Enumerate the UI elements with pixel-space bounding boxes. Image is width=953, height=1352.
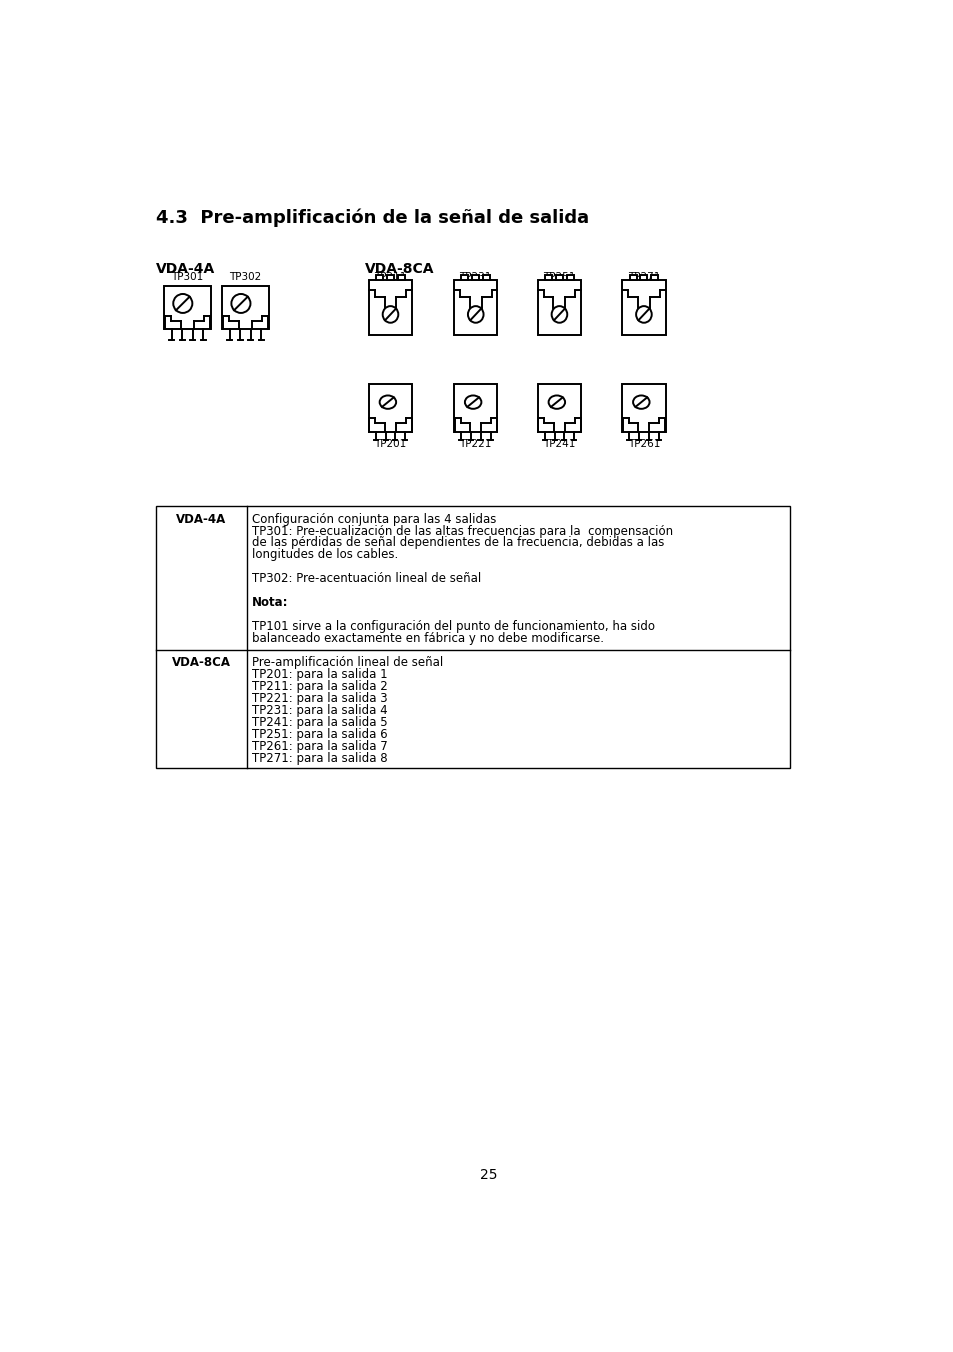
Text: TP261: para la salida 7: TP261: para la salida 7 [252, 740, 387, 753]
Text: TP241: para la salida 5: TP241: para la salida 5 [252, 715, 387, 729]
Text: TP302: TP302 [230, 272, 261, 281]
Text: TP101 sirve a la configuración del punto de funcionamiento, ha sido: TP101 sirve a la configuración del punto… [252, 621, 654, 633]
Bar [454, 384, 497, 431]
Ellipse shape [382, 306, 398, 323]
Text: VDA-8CA: VDA-8CA [172, 656, 231, 669]
Text: TP271: para la salida 8: TP271: para la salida 8 [252, 752, 387, 765]
Text: TP211: TP211 [374, 272, 406, 281]
Bar [454, 280, 497, 335]
Bar [544, 274, 552, 280]
Text: TP251: para la salida 6: TP251: para la salida 6 [252, 727, 387, 741]
Bar [375, 274, 383, 280]
Bar [537, 280, 580, 335]
Bar [461, 274, 468, 280]
Bar [621, 384, 665, 431]
Text: TP201: para la salida 1: TP201: para la salida 1 [252, 668, 387, 681]
Text: TP221: para la salida 3: TP221: para la salida 3 [252, 692, 387, 704]
Text: TP251: TP251 [542, 272, 575, 281]
Ellipse shape [468, 306, 483, 323]
Bar [387, 274, 394, 280]
Bar [369, 280, 412, 335]
Text: TP301: Pre-ecualización de las altas frecuencias para la  compensación: TP301: Pre-ecualización de las altas fre… [252, 525, 672, 538]
Text: TP201: TP201 [374, 438, 406, 449]
Bar [566, 274, 573, 280]
Text: TP241: TP241 [542, 438, 575, 449]
Ellipse shape [636, 306, 651, 323]
Bar [651, 274, 658, 280]
Ellipse shape [633, 395, 649, 408]
Text: Nota:: Nota: [252, 596, 288, 610]
Ellipse shape [173, 293, 193, 312]
Ellipse shape [379, 395, 395, 408]
Bar [472, 274, 478, 280]
Bar [397, 274, 404, 280]
Bar [222, 287, 269, 330]
Text: VDA-4A: VDA-4A [155, 262, 214, 276]
Bar [639, 274, 647, 280]
Text: TP261: TP261 [627, 438, 659, 449]
Ellipse shape [548, 395, 564, 408]
Bar [629, 274, 636, 280]
Text: TP302: Pre-acentuación lineal de señal: TP302: Pre-acentuación lineal de señal [252, 572, 480, 585]
Text: VDA-8CA: VDA-8CA [365, 262, 434, 276]
Text: VDA-4A: VDA-4A [176, 512, 226, 526]
Text: Configuración conjunta para las 4 salidas: Configuración conjunta para las 4 salida… [252, 512, 496, 526]
Bar [164, 287, 211, 330]
Text: de las pérdidas de señal dependientes de la frecuencia, debidas a las: de las pérdidas de señal dependientes de… [252, 537, 663, 549]
Bar [537, 384, 580, 431]
Text: 4.3  Pre-amplificación de la señal de salida: 4.3 Pre-amplificación de la señal de sal… [155, 208, 588, 227]
Text: longitudes de los cables.: longitudes de los cables. [252, 549, 397, 561]
Text: TP231: TP231 [459, 272, 492, 281]
Text: TP301: TP301 [172, 272, 203, 281]
Bar [621, 280, 665, 335]
Bar [369, 384, 412, 431]
Text: TP221: TP221 [459, 438, 492, 449]
Ellipse shape [464, 395, 481, 408]
Text: Pre-amplificación lineal de señal: Pre-amplificación lineal de señal [252, 656, 442, 669]
Text: TP211: para la salida 2: TP211: para la salida 2 [252, 680, 387, 694]
Bar [556, 274, 562, 280]
Text: TP271: TP271 [627, 272, 659, 281]
Bar [155, 507, 790, 768]
Ellipse shape [551, 306, 567, 323]
Text: 25: 25 [479, 1168, 497, 1182]
Text: balanceado exactamente en fábrica y no debe modificarse.: balanceado exactamente en fábrica y no d… [252, 631, 603, 645]
Text: TP231: para la salida 4: TP231: para la salida 4 [252, 704, 387, 717]
Bar [482, 274, 490, 280]
Ellipse shape [232, 293, 251, 312]
